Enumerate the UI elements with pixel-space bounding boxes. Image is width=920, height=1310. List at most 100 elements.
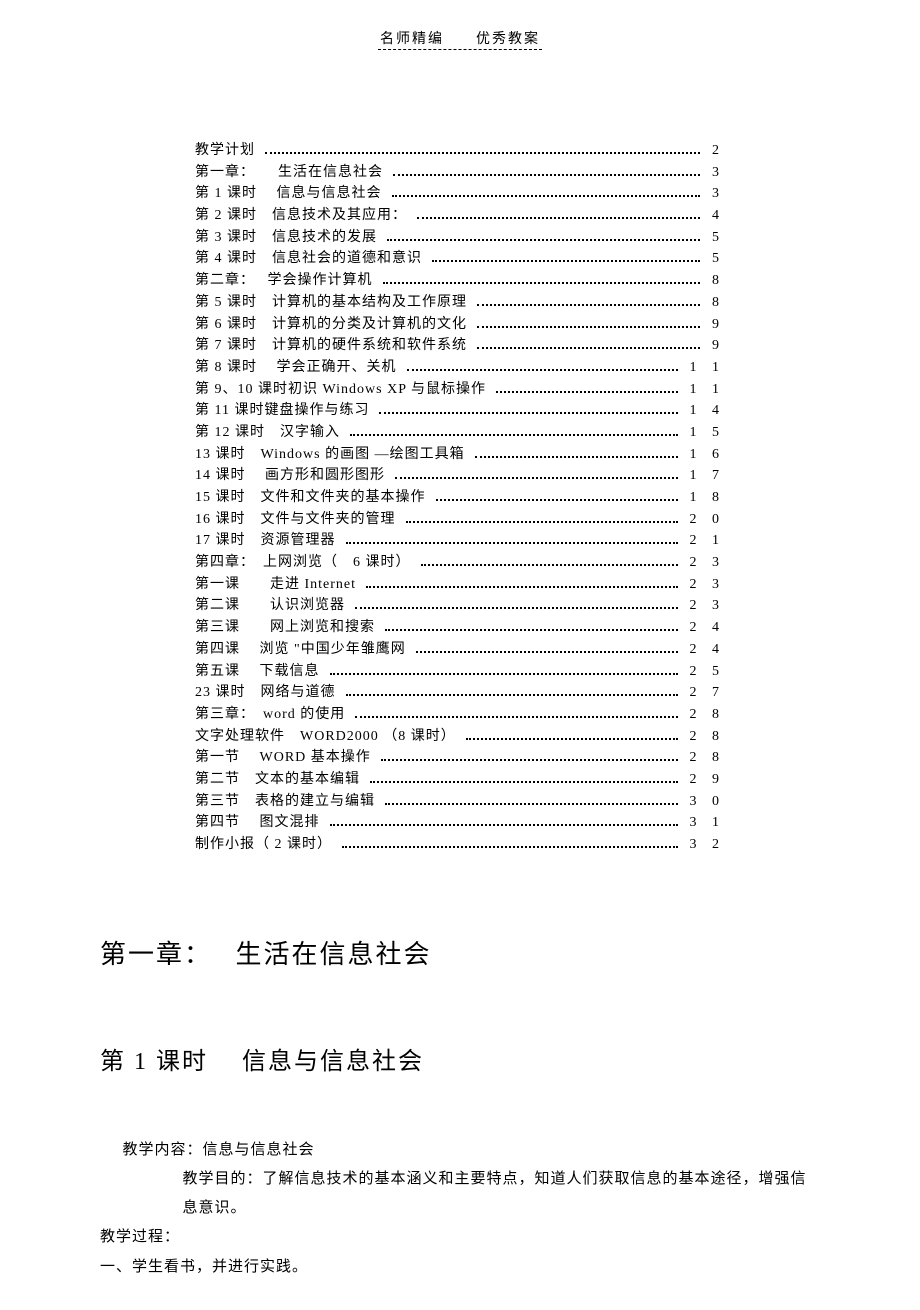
toc-entry: 第 9、10 课时初识 Windows XP 与鼠标操作1 1 [195,379,725,401]
toc-page-number: 3 0 [684,791,726,813]
toc-label: 第 7 课时 计算机的硬件系统和软件系统 [195,335,475,357]
toc-label: 23 课时 网络与道德 [195,682,344,704]
toc-page-number: 2 4 [684,639,726,661]
toc-page-number: 3 2 [684,834,726,856]
toc-label: 第 3 课时 信息技术的发展 [195,227,385,249]
table-of-contents: 教学计划 2第一章： 生活在信息社会3第 1 课时 信息与信息社会 3 第 2 课时 … [0,140,920,856]
toc-entry: 第 4 课时 信息社会的道德和意识 5 [195,248,725,270]
body-content: 教学内容：信息与信息社会 教学目的：了解信息技术的基本涵义和主要特点，知道人们获… [0,1136,920,1282]
toc-label: 第 12 课时 汉字输入 [195,422,348,444]
toc-leader-dots [432,255,700,263]
toc-label: 17 课时 资源管理器 [195,530,344,552]
toc-label: 第 1 课时 信息与信息社会 [195,183,390,205]
toc-leader-dots [383,276,701,284]
toc-label: 第五课 下载信息 [195,661,328,683]
toc-label: 制作小报（ 2 课时） [195,834,340,856]
toc-leader-dots [330,667,678,675]
toc-page-number: 2 0 [684,509,726,531]
toc-leader-dots [477,342,700,350]
toc-leader-dots [477,320,700,328]
toc-label: 教学计划 [195,140,263,162]
section-title: 第 1 课时 信息与信息社会 [0,1041,920,1076]
toc-page-number: 2 8 [684,747,726,769]
toc-leader-dots [379,407,677,415]
toc-leader-dots [475,450,678,458]
toc-entry: 第三课 网上浏览和搜索2 4 [195,617,725,639]
toc-entry: 第三章： word 的使用2 8 [195,704,725,726]
toc-entry: 第五课 下载信息 2 5 [195,661,725,683]
body-p3: 教学过程： [100,1223,820,1252]
toc-leader-dots [421,558,678,566]
toc-label: 第 5 课时 计算机的基本结构及工作原理 [195,292,475,314]
toc-label: 第一课 走进 Internet [195,574,364,596]
toc-page-number: 2 9 [684,769,726,791]
toc-page-number: 9 [706,335,725,357]
toc-entry: 第 12 课时 汉字输入 1 5 [195,422,725,444]
toc-label: 第 2 课时 信息技术及其应用： [195,205,415,227]
toc-leader-dots [416,645,678,653]
toc-leader-dots [387,233,700,241]
toc-label: 第四章： 上网浏览（ 6 课时） [195,552,419,574]
toc-page-number: 2 3 [684,574,726,596]
toc-leader-dots [436,493,678,501]
body-p2: 教学目的：了解信息技术的基本涵义和主要特点，知道人们获取信息的基本途径，增强信息… [100,1165,820,1224]
toc-leader-dots [385,797,678,805]
toc-page-number: 8 [706,270,725,292]
toc-entry: 第一课 走进 Internet 2 3 [195,574,725,596]
header-right: 优秀教案 [476,32,540,47]
toc-page-number: 8 [706,292,725,314]
toc-page-number: 2 1 [684,530,726,552]
toc-entry: 13 课时 Windows 的画图 —绘图工具箱1 6 [195,444,725,466]
toc-page-number: 2 7 [684,682,726,704]
toc-leader-dots [417,211,700,219]
toc-page-number: 4 [706,205,725,227]
toc-label: 第二章： 学会操作计算机 [195,270,381,292]
toc-leader-dots [406,515,678,523]
toc-leader-dots [381,754,678,762]
toc-page-number: 5 [706,227,725,249]
toc-label: 第三节 表格的建立与编辑 [195,791,383,813]
toc-leader-dots [395,472,678,480]
toc-label: 16 课时 文件与文件夹的管理 [195,509,404,531]
toc-label: 14 课时 画方形和圆形图形 [195,465,393,487]
toc-page-number: 3 1 [684,812,726,834]
toc-entry: 第二课 认识浏览器2 3 [195,595,725,617]
toc-label: 文字处理软件 WORD2000 （8 课时） [195,726,464,748]
toc-page-number: 5 [706,248,725,270]
toc-label: 第二课 认识浏览器 [195,595,353,617]
toc-entry: 制作小报（ 2 课时） 3 2 [195,834,725,856]
toc-leader-dots [346,537,678,545]
toc-leader-dots [265,146,700,154]
toc-entry: 第一节 WORD 基本操作 2 8 [195,747,725,769]
toc-label: 第三课 网上浏览和搜索 [195,617,383,639]
toc-entry: 第 8 课时 学会正确开、关机1 1 [195,357,725,379]
toc-leader-dots [496,385,678,393]
toc-page-number: 3 [706,183,725,205]
toc-page-number: 2 5 [684,661,726,683]
toc-label: 第一节 WORD 基本操作 [195,747,379,769]
toc-entry: 第一章： 生活在信息社会3 [195,162,725,184]
toc-leader-dots [407,363,678,371]
toc-entry: 第 11 课时键盘操作与练习1 4 [195,400,725,422]
toc-label: 13 课时 Windows 的画图 —绘图工具箱 [195,444,473,466]
toc-leader-dots [355,710,677,718]
toc-entry: 第三节 表格的建立与编辑 3 0 [195,791,725,813]
toc-entry: 15 课时 文件和文件夹的基本操作1 8 [195,487,725,509]
toc-leader-dots [385,623,678,631]
toc-leader-dots [350,428,678,436]
toc-entry: 第 6 课时 计算机的分类及计算机的文化9 [195,314,725,336]
toc-page-number: 2 [706,140,725,162]
toc-leader-dots [355,602,678,610]
toc-entry: 文字处理软件 WORD2000 （8 课时）2 8 [195,726,725,748]
toc-page-number: 1 4 [684,400,726,422]
toc-entry: 第二章： 学会操作计算机 8 [195,270,725,292]
toc-label: 第 4 课时 信息社会的道德和意识 [195,248,430,270]
toc-entry: 第四节 图文混排3 1 [195,812,725,834]
toc-leader-dots [392,190,701,198]
toc-leader-dots [393,168,700,176]
toc-entry: 第 1 课时 信息与信息社会 3 [195,183,725,205]
toc-entry: 教学计划 2 [195,140,725,162]
toc-entry: 14 课时 画方形和圆形图形1 7 [195,465,725,487]
toc-entry: 第 5 课时 计算机的基本结构及工作原理 8 [195,292,725,314]
toc-page-number: 1 5 [684,422,726,444]
